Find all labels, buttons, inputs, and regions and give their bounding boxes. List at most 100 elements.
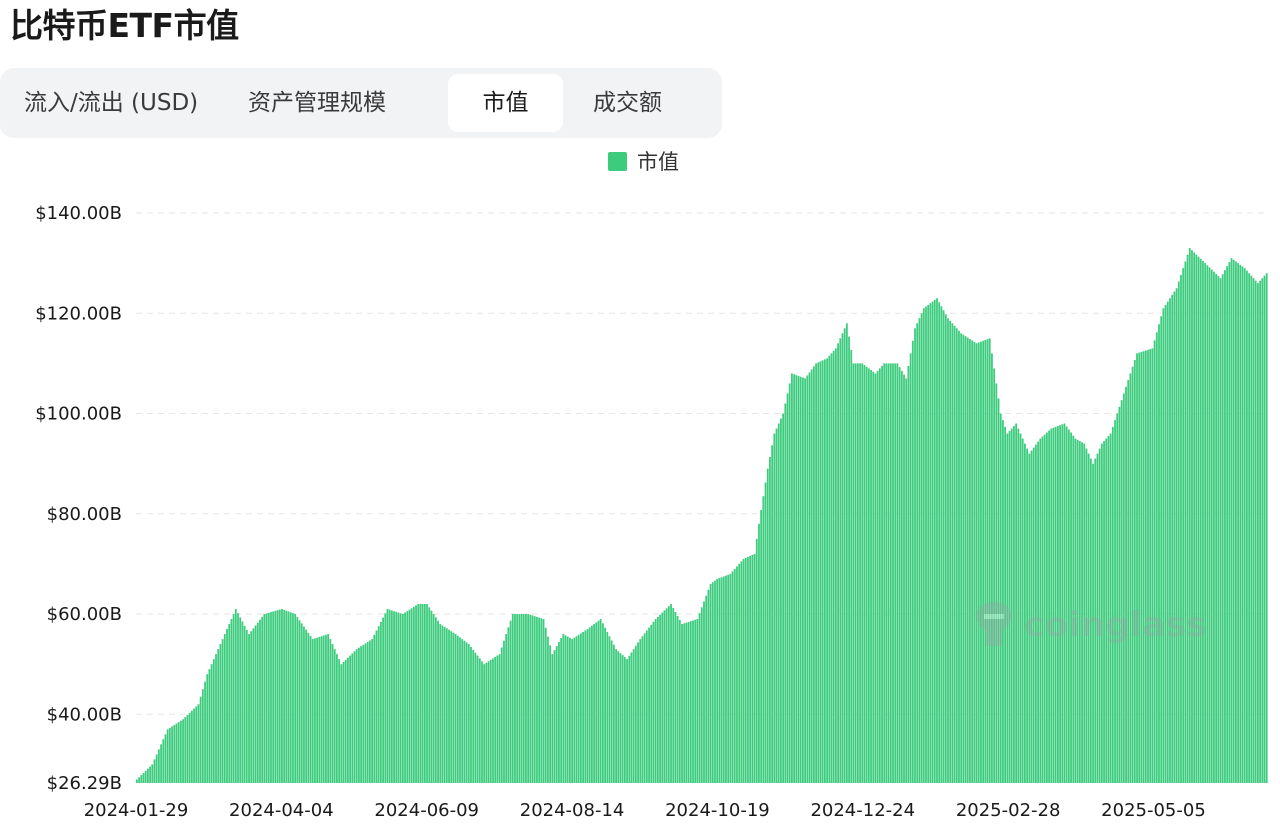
bar[interactable] bbox=[900, 370, 903, 783]
bar[interactable] bbox=[685, 622, 688, 783]
bar[interactable] bbox=[1065, 426, 1068, 783]
bar[interactable] bbox=[834, 348, 837, 783]
bar[interactable] bbox=[727, 574, 730, 783]
bar[interactable] bbox=[243, 625, 246, 783]
bar[interactable] bbox=[927, 304, 930, 783]
bar[interactable] bbox=[973, 341, 976, 783]
bar[interactable] bbox=[441, 625, 444, 783]
bar[interactable] bbox=[980, 341, 982, 783]
bar[interactable] bbox=[729, 573, 732, 783]
bar[interactable] bbox=[364, 643, 367, 783]
bar[interactable] bbox=[1118, 406, 1121, 783]
bar[interactable] bbox=[476, 655, 479, 783]
bar[interactable] bbox=[619, 653, 622, 783]
bar[interactable] bbox=[751, 554, 754, 783]
bar[interactable] bbox=[496, 655, 499, 783]
bar[interactable] bbox=[949, 320, 952, 783]
bar[interactable] bbox=[390, 610, 393, 783]
bar[interactable] bbox=[894, 363, 897, 783]
bar[interactable] bbox=[1199, 258, 1202, 784]
bar[interactable] bbox=[1107, 436, 1110, 783]
bar[interactable] bbox=[195, 706, 198, 783]
bar[interactable] bbox=[333, 649, 336, 783]
bar[interactable] bbox=[823, 359, 826, 783]
bar[interactable] bbox=[426, 603, 428, 783]
bar[interactable] bbox=[509, 620, 512, 783]
bar[interactable] bbox=[993, 368, 996, 783]
bar[interactable] bbox=[678, 620, 681, 783]
bar[interactable] bbox=[661, 612, 664, 783]
bar[interactable] bbox=[870, 370, 872, 783]
bar[interactable] bbox=[1059, 425, 1061, 783]
bar[interactable] bbox=[958, 330, 960, 783]
bar[interactable] bbox=[769, 456, 771, 783]
bar[interactable] bbox=[212, 659, 215, 783]
bar[interactable] bbox=[151, 764, 154, 783]
bar[interactable] bbox=[1257, 283, 1259, 783]
bar[interactable] bbox=[1160, 316, 1163, 783]
bar[interactable] bbox=[307, 632, 310, 783]
bar[interactable] bbox=[1246, 270, 1248, 783]
bar[interactable] bbox=[531, 615, 534, 783]
bar[interactable] bbox=[909, 353, 912, 783]
bar[interactable] bbox=[665, 608, 668, 783]
bar[interactable] bbox=[944, 314, 947, 783]
bar[interactable] bbox=[168, 727, 171, 783]
bar[interactable] bbox=[555, 646, 558, 783]
bar[interactable] bbox=[560, 638, 563, 783]
bar[interactable] bbox=[628, 655, 631, 783]
bar[interactable] bbox=[1122, 393, 1125, 783]
bar[interactable] bbox=[689, 621, 692, 783]
bar[interactable] bbox=[667, 606, 670, 783]
bar[interactable] bbox=[395, 611, 398, 783]
bar[interactable] bbox=[503, 640, 505, 783]
bar[interactable] bbox=[492, 658, 494, 783]
bar[interactable] bbox=[1184, 261, 1187, 784]
bar[interactable] bbox=[1039, 438, 1042, 783]
bar[interactable] bbox=[674, 612, 677, 783]
bar[interactable] bbox=[1109, 433, 1112, 783]
bar[interactable] bbox=[285, 610, 288, 783]
bar[interactable] bbox=[272, 611, 275, 783]
bar[interactable] bbox=[1169, 298, 1171, 783]
bar[interactable] bbox=[604, 627, 606, 783]
bar[interactable] bbox=[417, 603, 420, 783]
bar[interactable] bbox=[1213, 271, 1215, 783]
bar[interactable] bbox=[138, 777, 140, 783]
bar[interactable] bbox=[1032, 447, 1035, 783]
bar[interactable] bbox=[797, 375, 800, 783]
bar[interactable] bbox=[358, 647, 360, 783]
bar[interactable] bbox=[514, 614, 516, 783]
bar[interactable] bbox=[826, 358, 828, 783]
bar[interactable] bbox=[1017, 428, 1020, 783]
bar[interactable] bbox=[986, 339, 989, 783]
bar[interactable] bbox=[773, 433, 776, 783]
bar[interactable] bbox=[461, 639, 464, 783]
bar[interactable] bbox=[366, 641, 369, 783]
bar[interactable] bbox=[166, 729, 169, 783]
bar[interactable] bbox=[450, 631, 453, 783]
bar[interactable] bbox=[267, 612, 270, 783]
bar[interactable] bbox=[659, 614, 661, 783]
bar[interactable] bbox=[988, 338, 991, 783]
bar[interactable] bbox=[382, 617, 384, 783]
bar[interactable] bbox=[577, 634, 580, 783]
bar[interactable] bbox=[199, 696, 202, 783]
bar[interactable] bbox=[443, 626, 446, 783]
bar[interactable] bbox=[250, 631, 253, 783]
bar[interactable] bbox=[1070, 432, 1072, 783]
bar[interactable] bbox=[1015, 423, 1018, 783]
bar[interactable] bbox=[672, 608, 675, 783]
bar[interactable] bbox=[197, 704, 200, 783]
bar[interactable] bbox=[566, 636, 569, 783]
bar[interactable] bbox=[146, 768, 149, 783]
bar[interactable] bbox=[542, 619, 545, 783]
bar[interactable] bbox=[595, 622, 598, 783]
bar[interactable] bbox=[344, 659, 347, 783]
bar[interactable] bbox=[731, 571, 734, 783]
bar[interactable] bbox=[643, 633, 646, 783]
bar[interactable] bbox=[903, 374, 905, 783]
bar[interactable] bbox=[505, 634, 508, 783]
bar[interactable] bbox=[1144, 350, 1147, 783]
bar[interactable] bbox=[1263, 275, 1266, 783]
